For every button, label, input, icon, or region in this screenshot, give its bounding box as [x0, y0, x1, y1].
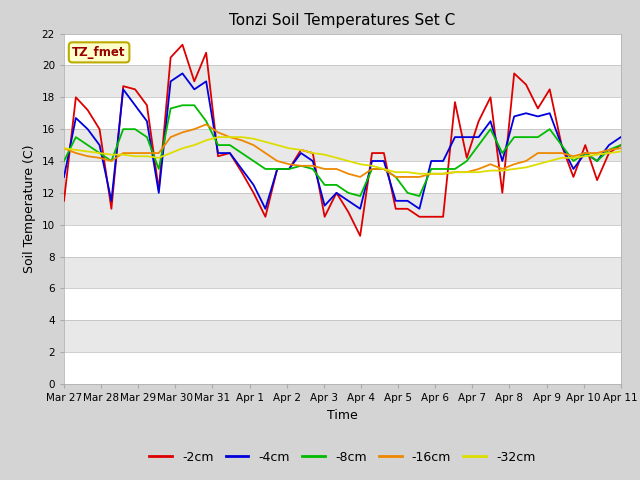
Bar [64, 352, 621, 384]
Bar [64, 161, 621, 193]
Bar [64, 193, 621, 225]
Title: Tonzi Soil Temperatures Set C: Tonzi Soil Temperatures Set C [229, 13, 456, 28]
Bar [64, 320, 621, 352]
Bar [64, 257, 621, 288]
Bar [64, 288, 621, 320]
X-axis label: Time: Time [327, 408, 358, 421]
Y-axis label: Soil Temperature (C): Soil Temperature (C) [23, 144, 36, 273]
Bar [64, 65, 621, 97]
Text: TZ_fmet: TZ_fmet [72, 46, 126, 59]
Bar [64, 34, 621, 65]
Legend: -2cm, -4cm, -8cm, -16cm, -32cm: -2cm, -4cm, -8cm, -16cm, -32cm [145, 446, 540, 469]
Bar [64, 129, 621, 161]
Bar [64, 225, 621, 257]
Bar [64, 97, 621, 129]
